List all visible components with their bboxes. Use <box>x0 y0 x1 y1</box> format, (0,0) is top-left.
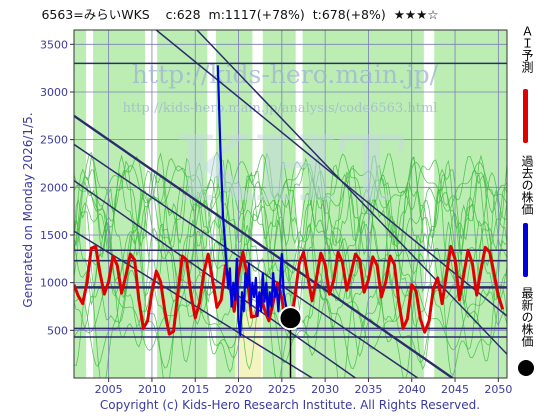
copyright-text: Copyright (c) Kids-Hero Research Institu… <box>99 398 481 412</box>
generated-date: Generated on Monday 2026/1/5. <box>21 112 35 308</box>
x-axis: 2005 2010 2015 2020 2025 2030 2035 2040 2045 2050 <box>95 378 512 396</box>
channel-line-0 <box>196 30 507 355</box>
x-tick-label-2015: 2015 <box>181 383 209 396</box>
target-price: t:678(+8%) <box>312 7 386 22</box>
legend-ai-label: ＡＩ予測 <box>520 25 534 73</box>
y-tick-label-3000: 3000 <box>40 86 68 99</box>
y-tick-label-2500: 2500 <box>40 134 68 147</box>
band-line-3 <box>74 161 507 212</box>
y-tick-label-1500: 1500 <box>40 229 68 242</box>
legend-latest-dot <box>518 360 534 376</box>
y-tick-label-1000: 1000 <box>40 277 68 290</box>
band-line-11 <box>74 211 507 371</box>
code-name: 6563=みらいWKS <box>41 7 150 22</box>
x-tick-label-2005: 2005 <box>95 383 123 396</box>
current-price: c:628 <box>165 7 201 22</box>
y-tick-label-500: 500 <box>47 324 68 337</box>
legend-past-swatch <box>523 223 528 277</box>
latest-marker <box>278 306 303 378</box>
x-tick-label-2035: 2035 <box>354 383 382 396</box>
band-line-0 <box>74 170 507 286</box>
median-price: m:1117(+78%) <box>208 7 305 22</box>
band-1 <box>93 30 146 378</box>
legend: ＡＩ予測 過去の株価 最新の株価 <box>517 25 537 380</box>
legend-ai-swatch <box>523 89 528 143</box>
channel-line-4 <box>74 180 356 378</box>
plot-frame <box>73 29 508 379</box>
watermark-big: KHT <box>175 116 405 222</box>
band-line-4 <box>74 151 507 215</box>
watermark-url-sub: http://kids-hero.main.jp/analysis/code65… <box>123 101 438 116</box>
rating-stars: ★★★☆ <box>393 7 439 22</box>
x-tick-label-2025: 2025 <box>268 383 296 396</box>
y-tick-label-3500: 3500 <box>40 38 68 51</box>
x-tick-label-2020: 2020 <box>225 383 253 396</box>
x-tick-label-2050: 2050 <box>484 383 512 396</box>
x-tick-label-2045: 2045 <box>441 383 469 396</box>
watermark-url: http://kids-hero.main.jp/ <box>132 60 439 89</box>
legend-past-label: 過去の株価 <box>520 155 534 215</box>
channel-line-2 <box>74 114 455 378</box>
band-line-12 <box>74 152 507 248</box>
x-tick-label-2030: 2030 <box>311 383 339 396</box>
grid-layer <box>74 30 507 378</box>
latest-point <box>278 306 303 331</box>
legend-latest-label: 最新の株価 <box>520 287 534 347</box>
y-axis: 500 1000 1500 2000 2500 3000 3500 <box>40 38 74 337</box>
series-past-price <box>216 65 290 337</box>
plot-area: KHT http://kids-hero.main.jp/ http://kid… <box>74 30 507 378</box>
x-tick-label-2040: 2040 <box>398 383 426 396</box>
x-tick-label-2010: 2010 <box>138 383 166 396</box>
y-tick-label-2000: 2000 <box>40 181 68 194</box>
chart-header: 6563=みらいWKS c:628 m:1117(+78%) t:678(+8%… <box>0 4 480 23</box>
